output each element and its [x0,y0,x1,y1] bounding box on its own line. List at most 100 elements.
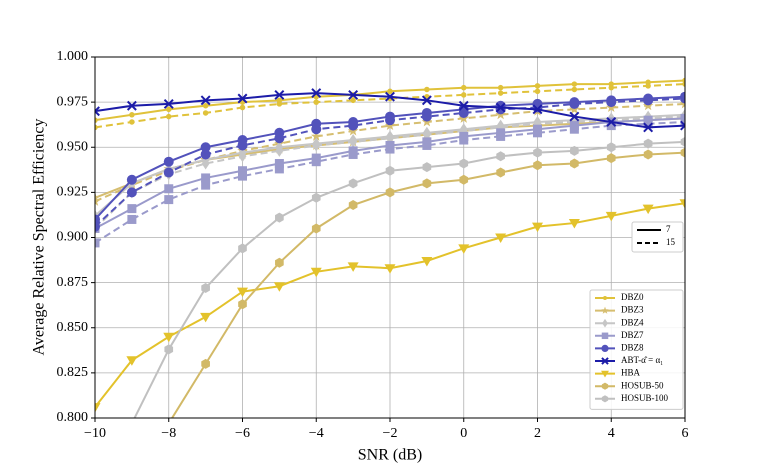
marker [385,91,395,102]
legend: DBZ0 DBZ3 DBZ4 DBZ7 DBZ8 ABT-α̂ = α₁ HBA HOSUB-… [589,289,684,410]
legend-label: HBA [621,368,641,378]
marker [606,117,617,127]
legend-label: 7 [666,224,671,234]
marker [385,187,395,198]
legend-label: ABT-α̂ = α₁ [621,355,663,365]
marker [237,140,248,151]
marker [534,88,541,95]
marker [129,112,135,118]
marker [422,162,432,173]
marker [534,83,541,89]
marker [311,192,321,203]
marker [601,370,609,378]
marker [348,89,359,100]
marker [200,149,211,160]
marker [164,344,174,355]
marker [569,111,580,122]
marker [126,356,138,366]
marker [385,165,395,176]
marker [274,164,284,174]
marker [311,223,321,234]
marker [311,130,322,141]
marker [679,98,685,109]
marker [126,187,137,198]
legend-label: DBZ0 [621,292,644,302]
marker [421,95,432,106]
legend-label: DBZ3 [621,305,644,315]
marker [348,120,359,131]
legend-label: DBZ7 [621,330,644,340]
marker [238,243,247,254]
x-tick-label: 2 [534,426,541,441]
marker [680,120,685,131]
y-tick-label: 0.850 [57,320,89,335]
legend-label: DBZ8 [621,342,644,352]
marker [495,104,506,115]
marker [95,238,100,248]
marker [95,195,101,206]
legend-label: DBZ4 [621,317,644,327]
marker [239,104,246,111]
marker [568,219,580,229]
marker [680,147,685,158]
marker [422,140,432,150]
marker [495,233,507,243]
marker [533,147,542,158]
marker [348,149,358,159]
x-tick-label: −6 [235,426,250,441]
marker [201,173,211,183]
y-tick-label: 0.925 [57,185,89,200]
marker [643,95,654,106]
marker [459,158,469,169]
marker [497,90,504,96]
marker [496,151,505,162]
marker [602,318,608,328]
marker [313,99,319,105]
marker [385,144,395,154]
marker [166,113,172,120]
marker [126,100,137,111]
marker [458,107,469,118]
marker [569,98,580,109]
marker [312,139,321,152]
marker [645,83,651,89]
marker [238,171,247,181]
series-line [95,83,685,129]
marker [605,211,617,222]
marker [311,88,322,99]
plot-lines [95,77,685,428]
marker [200,95,211,106]
marker [274,133,285,144]
marker [349,135,358,148]
marker [461,92,467,98]
marker [458,244,470,254]
marker [643,149,653,160]
marker [495,102,506,113]
marker [570,158,579,169]
marker [606,142,616,153]
marker [201,157,210,170]
series-line [133,140,685,418]
marker [606,97,617,108]
marker [163,332,175,343]
marker [275,144,284,157]
marker [201,358,210,369]
y-tick-label: 0.875 [57,275,89,290]
marker [601,332,609,340]
marker [532,222,543,233]
marker [95,124,98,131]
marker [164,184,174,194]
marker [601,357,609,365]
y-tick-label: 0.900 [57,230,89,245]
marker [166,106,172,113]
x-tick-label: 6 [682,426,689,441]
y-tick-label: 0.800 [57,410,89,425]
marker [201,283,210,294]
marker [387,88,393,95]
marker [128,418,137,428]
marker [164,195,174,205]
marker [680,136,685,147]
marker [95,403,101,413]
marker [601,344,609,352]
marker [642,204,654,215]
